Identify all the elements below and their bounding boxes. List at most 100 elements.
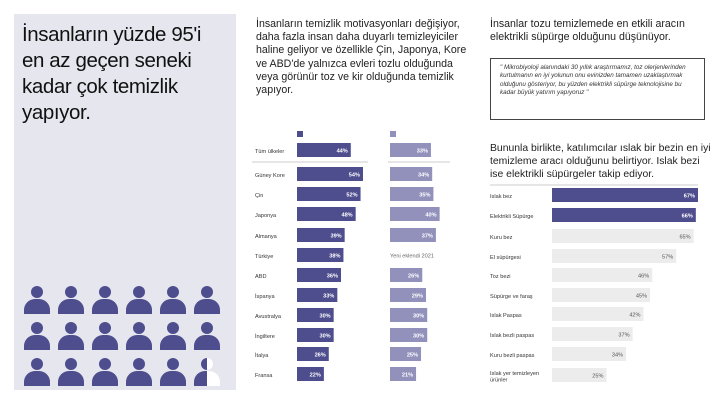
bar [552,268,653,282]
person-icon [126,286,152,314]
data-label: 30% [319,334,330,340]
bar-series-2 [390,308,428,322]
data-label: 35% [419,193,430,199]
category-label: Güney Kore [255,173,285,179]
bar [552,368,607,382]
person-icon [160,286,186,314]
data-label: 21% [402,373,413,379]
person-icon [24,358,50,386]
category-label: Tüm ülkeler [255,149,284,155]
category-label: Fransa [255,373,273,379]
data-label: 38% [329,254,340,260]
bar-series-2 [390,288,426,302]
data-label: 33% [417,149,428,155]
annotation-label: Yeni eklendi 2021 [390,254,434,260]
person-icon [160,358,186,386]
bar-series-1 [297,308,334,322]
bar-series-1 [297,367,324,381]
category-label: Elektrikli Süpürge [490,214,534,220]
data-label: 45% [636,294,647,300]
data-label: 22% [310,373,321,379]
person-icon [194,286,220,314]
legend-square-series-2 [390,131,396,137]
bar [552,288,651,302]
person-icon [194,358,220,386]
data-label: 40% [425,213,436,219]
category-label: İngiltere [255,333,275,340]
bar [552,347,627,361]
person-icon [92,322,118,350]
category-label: Islak Paspas [490,313,522,319]
bar-series-1 [297,228,345,242]
data-label: 30% [319,314,330,320]
data-label: 30% [413,334,424,340]
data-label: 37% [618,333,629,339]
data-label: 30% [413,314,424,320]
data-label: 26% [315,353,326,359]
bar-series-1 [297,347,329,361]
category-label: Toz bezi [490,274,511,280]
category-label: Islak yer temizleyen [490,371,539,377]
bar-series-2 [390,167,433,181]
data-label: 25% [407,353,418,359]
bar-series-1 [297,288,338,302]
data-label: 25% [592,374,603,380]
data-label: 42% [629,313,640,319]
left-panel: İnsanların yüzde 95'i en az geçen seneki… [14,14,236,390]
person-icon [126,322,152,350]
person-icon [194,322,220,350]
data-label: 26% [408,274,419,280]
data-label: 67% [684,194,695,200]
category-label: Japonya [255,213,277,219]
category-label: Çin [255,193,263,199]
category-label: İtalya [255,352,269,359]
category-label: Avustralya [255,314,282,320]
category-label: Islak bezli paspas [490,333,534,339]
data-label: 48% [341,213,352,219]
data-label: 52% [346,193,357,199]
bar-series-1 [297,167,363,181]
category-label: Kuru bezli paspas [490,353,535,359]
data-label: 39% [330,234,341,240]
data-label: 65% [679,235,690,241]
bar-series-2 [390,228,436,242]
bar [552,208,696,222]
category-label: Kuru bez [490,235,513,241]
bar [552,249,677,263]
bar-series-1 [297,268,341,282]
bar-series-2 [390,268,423,282]
data-label: 34% [418,173,429,179]
data-label: 36% [327,274,338,280]
bar-series-1 [297,143,351,157]
bar [552,188,698,202]
data-label: 37% [422,234,433,240]
category-label: Almanya [255,234,278,240]
bar [552,307,644,321]
person-icon [160,322,186,350]
bar-series-2 [390,367,417,381]
person-icon [126,358,152,386]
person-icon [58,286,84,314]
data-label: 66% [682,214,693,220]
middle-text: İnsanların temizlik motivasyonları değiş… [256,18,467,97]
bar-series-2 [390,347,422,361]
bar-series-1 [297,328,334,342]
person-icon [58,322,84,350]
data-label: 33% [323,294,334,300]
category-label: ABD [255,274,267,280]
people-icon-grid [24,286,234,386]
category-label: Süpürge ve faraş [490,294,533,300]
category-label: Türkiye [255,254,273,260]
bar-series-1 [297,248,344,262]
category-label: İspanya [255,293,275,300]
bar-series-2 [390,328,428,342]
category-label: ürünler [490,378,508,384]
bar-series-2 [390,207,440,221]
category-label: Islak bez [490,194,512,200]
right-text: İnsanlar tozu temizlemede en etkili arac… [490,18,685,44]
data-label: 46% [638,274,649,280]
person-icon [24,286,50,314]
bar-series-2 [390,187,434,201]
data-label: 34% [612,353,623,359]
category-label: El süpürgesi [490,255,521,261]
